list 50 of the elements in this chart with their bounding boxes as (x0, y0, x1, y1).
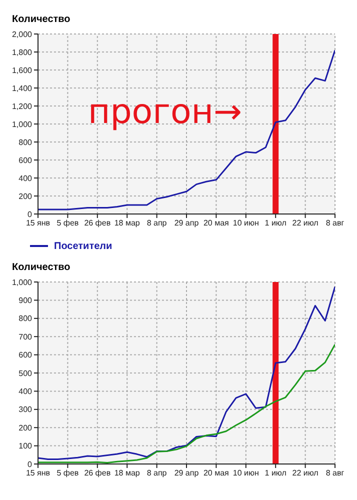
x-tick-label: 20 мая (203, 218, 229, 228)
x-tick-label: 20 мая (203, 468, 229, 478)
y-tick-label: 1,600 (12, 66, 33, 75)
y-tick-label: 1,400 (12, 84, 33, 93)
x-tick-label: 5 фев (56, 218, 79, 228)
x-tick-label: 22 июл (292, 468, 319, 478)
x-tick-label: 5 фев (56, 468, 79, 478)
x-tick-label: 15 янв (26, 468, 50, 478)
y-tick-label: 300 (18, 405, 33, 414)
y-tick-label: 400 (18, 174, 33, 183)
y-tick-label: 600 (18, 350, 33, 360)
x-tick-label: 26 фев (84, 468, 111, 478)
x-tick-label: 8 апр (146, 218, 168, 228)
y-tick-label: 2,000 (12, 30, 33, 39)
y-tick-label: 200 (18, 192, 33, 201)
y-tick-label: 800 (18, 138, 33, 147)
line-series (38, 49, 335, 210)
legend-label: Посетители (54, 240, 112, 252)
y-tick-label: 200 (18, 423, 33, 432)
x-tick-label: 18 мар (114, 468, 140, 478)
x-tick-label: 22 июл (292, 218, 319, 228)
x-tick-label: 29 апр (174, 218, 200, 228)
x-tick-label: 10 июн (232, 468, 259, 478)
y-tick-label: 0 (28, 460, 33, 469)
y-tick-label: 500 (18, 368, 33, 378)
y-tick-label: 400 (18, 387, 33, 396)
y-tick-label: 600 (18, 156, 33, 165)
y-tick-label: 1,800 (12, 48, 33, 57)
x-tick-label: 15 янв (26, 218, 50, 228)
x-tick-label: 29 апр (174, 468, 200, 478)
line-series (38, 286, 335, 460)
annotation: прогон→ (88, 92, 242, 132)
x-tick-label: 26 фев (84, 218, 111, 228)
y-tick-label: 700 (18, 332, 33, 342)
y-tick-label: 800 (18, 314, 33, 324)
x-tick-label: 8 авг (326, 468, 344, 478)
x-tick-label: 8 авг (326, 218, 344, 228)
y-tick-label: 900 (18, 296, 33, 306)
y-axis-title: Количество (11, 14, 72, 27)
x-tick-label: 1 июл (264, 468, 287, 478)
y-tick-label: 1,000 (12, 278, 33, 287)
y-tick-label: 1,000 (12, 120, 33, 129)
y-tick-label: 1,200 (12, 102, 33, 111)
x-tick-label: 10 июн (232, 218, 259, 228)
x-tick-label: 8 апр (146, 468, 168, 478)
x-tick-label: 18 мар (114, 218, 140, 228)
y-tick-label: 0 (28, 210, 33, 219)
x-tick-label: 1 июл (264, 218, 287, 228)
y-tick-label: 100 (18, 442, 33, 451)
y-axis-title: Количество (11, 262, 72, 275)
